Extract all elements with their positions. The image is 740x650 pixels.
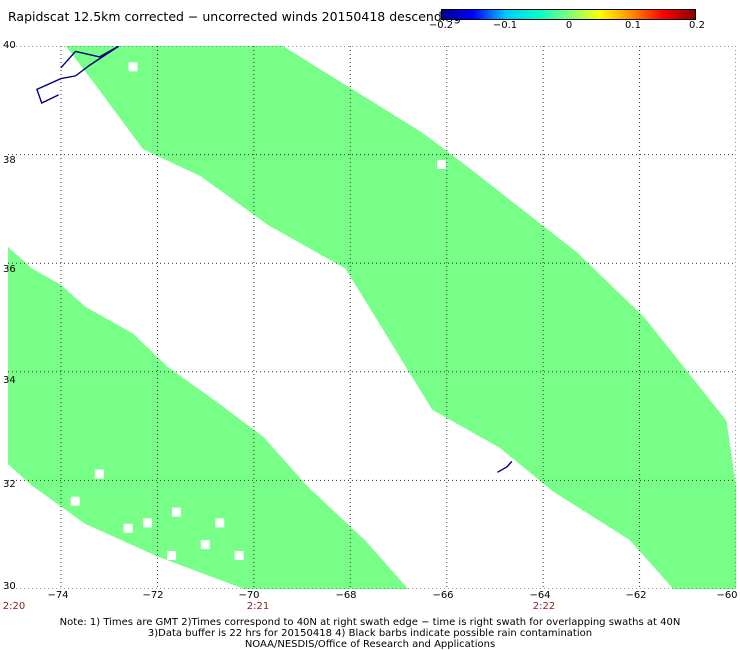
lat-label-40: 40: [3, 40, 16, 51]
long-island-coast: [36, 46, 120, 104]
time-label-222: 2:22: [532, 601, 556, 612]
lat-label-38: 38: [3, 155, 16, 166]
data-gap-2: [200, 540, 210, 550]
lat-label-36: 36: [3, 264, 16, 275]
lat-label-32: 32: [3, 479, 16, 490]
data-gap-1: [143, 518, 152, 528]
footnote-line-2: 3)Data buffer is 22 hrs for 20150418 4) …: [147, 628, 593, 639]
swath-east: [65, 46, 736, 589]
lat-label-30: 30: [3, 581, 16, 592]
island-coast: [497, 460, 513, 473]
data-gap-0: [171, 507, 181, 517]
lon-label-66: −66: [432, 590, 454, 601]
swath-west: [8, 246, 409, 589]
lon-label-68: −68: [335, 590, 357, 601]
data-gap-7: [94, 469, 104, 479]
colorbar-label-min: −0.2: [428, 20, 454, 31]
map-panel: [8, 46, 736, 589]
lon-label-64: −64: [529, 590, 551, 601]
lon-label-70: −70: [238, 590, 260, 601]
time-label-221: 2:21: [246, 601, 270, 612]
colorbar-label-neg: −0.1: [492, 20, 518, 31]
data-gap-3: [167, 551, 177, 560]
data-gap-10: [128, 62, 138, 72]
lon-label-74: −74: [47, 590, 69, 601]
color-scale-bar: [441, 9, 696, 20]
footnote-line-1: Note: 1) Times are GMT 2)Times correspon…: [59, 617, 681, 628]
data-gap-6: [215, 518, 225, 528]
colorbar-label-zero: 0: [565, 20, 573, 31]
lat-label-34: 34: [3, 375, 16, 386]
colorbar-label-max: 0.2: [689, 20, 705, 31]
footnote-credit: NOAA/NESDIS/Office of Research and Appli…: [244, 639, 496, 650]
data-gap-4: [234, 551, 244, 560]
lon-label-72: −72: [142, 590, 164, 601]
plot-title: Rapidscat 12.5km corrected − uncorrected…: [8, 9, 462, 24]
data-gap-5: [123, 523, 133, 533]
lon-label-60: −60: [716, 590, 738, 601]
colorbar-label-pos: 0.1: [625, 20, 641, 31]
data-gap-8: [70, 496, 80, 506]
map-canvas: [8, 46, 736, 589]
lon-label-62: −62: [625, 590, 647, 601]
time-label-220: 2:20: [2, 601, 26, 612]
data-gap-9: [437, 160, 447, 169]
